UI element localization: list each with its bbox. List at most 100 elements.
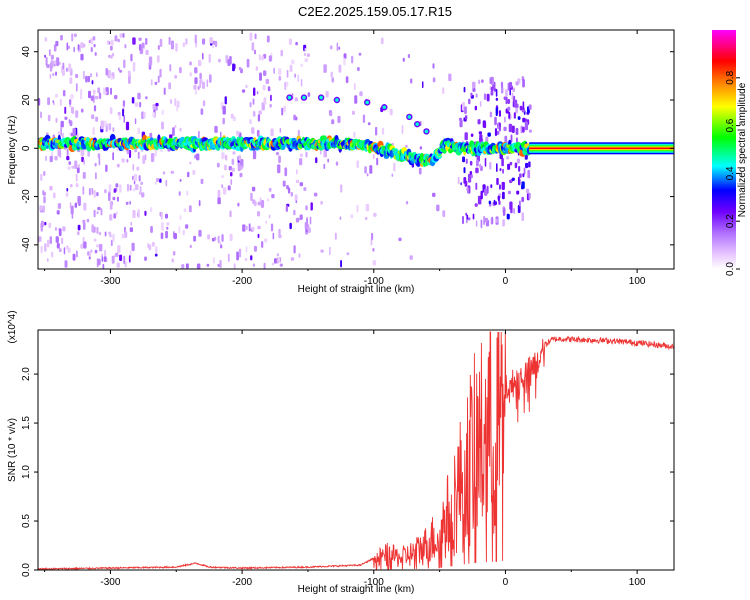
spectrogram-noise-cell bbox=[169, 134, 173, 139]
spectrogram-noise-cell bbox=[189, 244, 192, 249]
spectrogram-noise-cell bbox=[108, 192, 111, 202]
spectrogram-noise-cell bbox=[110, 239, 113, 247]
spectrogram-noise-cell bbox=[53, 60, 57, 65]
spectrogram-noise-cell bbox=[80, 88, 83, 94]
spectrogram-noise-cell bbox=[124, 231, 128, 238]
spectrogram-noise-cell bbox=[279, 128, 282, 133]
spectrogram-noise-cell bbox=[95, 172, 97, 180]
spectrogram-noise-cell bbox=[263, 262, 266, 269]
spectrogram-noise-cell bbox=[150, 207, 153, 213]
spectrogram-noise-cell bbox=[57, 147, 61, 157]
spectrogram-noise-cell bbox=[323, 163, 326, 170]
spectrogram-noise-cell bbox=[116, 196, 119, 202]
spectrogram-noise-cell bbox=[264, 238, 268, 243]
spectrogram-noise-cell bbox=[141, 42, 145, 48]
spectrogram-noise-cell bbox=[290, 257, 295, 261]
spectrogram-noise-cell bbox=[310, 202, 313, 211]
spectrogram-noise-cell bbox=[338, 46, 341, 50]
spectrogram-noise-cell bbox=[294, 73, 296, 78]
spectrogram-noise-cell bbox=[475, 182, 478, 190]
spectrogram-noise-cell bbox=[371, 232, 374, 241]
x-tick-label: 100 bbox=[629, 577, 646, 588]
spectrogram-noise-cell bbox=[478, 131, 482, 135]
spectrogram-noise-cell bbox=[242, 224, 246, 232]
spectrogram-noise-cell bbox=[44, 37, 48, 42]
spectrogram-noise-cell bbox=[340, 260, 342, 268]
spectrogram-noise-cell bbox=[463, 86, 466, 93]
spectrogram-noise-cell bbox=[280, 49, 283, 57]
spectrogram-noise-cell bbox=[82, 172, 86, 179]
spectrogram-noise-cell bbox=[346, 252, 350, 256]
spectrogram-noise-cell bbox=[480, 190, 483, 200]
spectrogram-noise-cell bbox=[487, 132, 491, 137]
spectrogram-noise-cell bbox=[276, 253, 279, 257]
spectrogram-noise-cell bbox=[232, 151, 236, 155]
spectrogram-noise-cell bbox=[305, 151, 308, 158]
spectrogram-noise-cell bbox=[108, 184, 112, 192]
spectrogram-noise-cell bbox=[528, 192, 531, 200]
spectrogram-noise-cell bbox=[93, 209, 96, 218]
spectrogram-noise-cell bbox=[189, 61, 192, 66]
spectrogram-noise-cell bbox=[132, 163, 135, 171]
spectrogram-noise-cell bbox=[66, 148, 69, 157]
spectrogram-noise-cell bbox=[147, 243, 150, 249]
x-tick-label: 100 bbox=[629, 276, 646, 287]
spectrogram-noise-cell bbox=[508, 111, 511, 119]
spectrogram-noise-cell bbox=[522, 79, 525, 88]
y-tick-label: 1.0 bbox=[21, 465, 32, 479]
spectrogram-noise-cell bbox=[151, 242, 155, 247]
spectrogram-noise-cell bbox=[356, 160, 359, 169]
spectrogram-noise-cell bbox=[237, 162, 241, 172]
spectrogram-noise-cell bbox=[422, 81, 424, 89]
spectrogram-noise-cell bbox=[472, 213, 475, 220]
spectrogram-noise-cell bbox=[71, 165, 75, 169]
spectrogram-noise-cell bbox=[309, 216, 312, 225]
spectrogram-noise-cell bbox=[166, 222, 170, 226]
spectrogram-noise-cell bbox=[83, 202, 87, 211]
spectrogram-noise-cell bbox=[517, 204, 521, 214]
spectrogram-noise-cell bbox=[502, 191, 505, 200]
spectrogram-noise-cell bbox=[286, 81, 289, 87]
spectrogram-noise-cell bbox=[479, 134, 483, 142]
x-tick-label: -300 bbox=[100, 276, 120, 287]
harmonic-point bbox=[382, 105, 387, 110]
spectrogram-noise-cell bbox=[252, 111, 256, 117]
spectrogram-noise-cell bbox=[171, 258, 174, 263]
spectrogram-noise-cell bbox=[291, 59, 295, 65]
spectrogram-noise-cell bbox=[66, 42, 69, 51]
spectrogram-noise-cell bbox=[503, 208, 506, 216]
spectrogram-noise-cell bbox=[113, 213, 117, 219]
spectrogram-noise-cell bbox=[356, 204, 359, 213]
spectrogram-noise-cell bbox=[110, 54, 113, 59]
spectrogram-noise-cell bbox=[249, 32, 253, 41]
spectrogram-noise-cell bbox=[118, 115, 122, 121]
spectrogram-noise-cell bbox=[370, 239, 373, 246]
harmonic-point bbox=[319, 95, 323, 100]
spectrogram-noise-cell bbox=[114, 35, 118, 42]
spectrogram-noise-cell bbox=[170, 99, 172, 104]
spectrogram-noise-cell bbox=[97, 87, 101, 94]
spectrogram-noise-cell bbox=[108, 123, 112, 131]
spectrogram-noise-cell bbox=[258, 110, 262, 115]
spectrogram-noise-cell bbox=[127, 70, 131, 77]
spectrogram-noise-cell bbox=[45, 57, 48, 66]
colorbar: 0.0 0.2 0.4 0.6 0.8 Normalized spectral ampl… bbox=[712, 30, 748, 276]
spectrogram-noise-cell bbox=[436, 204, 440, 212]
spectrogram-noise-cell bbox=[222, 117, 225, 125]
harmonic-point bbox=[335, 98, 339, 102]
spectrogram-noise-cell bbox=[139, 101, 142, 108]
snr-series-line bbox=[38, 331, 674, 570]
spectrogram-noise-cell bbox=[329, 111, 333, 117]
spectrogram-noise-cell bbox=[256, 91, 259, 95]
spectrogram-noise-cell bbox=[57, 131, 60, 136]
spectrogram-noise-cell bbox=[47, 97, 50, 106]
spectrogram-noise-cell bbox=[522, 126, 525, 133]
spectrogram-noise-cell bbox=[176, 100, 180, 108]
spectrogram-noise-cell bbox=[501, 158, 504, 167]
spectrogram-noise-cell bbox=[353, 83, 356, 91]
spectrogram-noise-cell bbox=[299, 153, 303, 157]
spectrogram-noise-cell bbox=[129, 250, 132, 257]
spectrogram-noise-cell bbox=[82, 219, 86, 224]
spectrogram-noise-cell bbox=[165, 230, 168, 239]
